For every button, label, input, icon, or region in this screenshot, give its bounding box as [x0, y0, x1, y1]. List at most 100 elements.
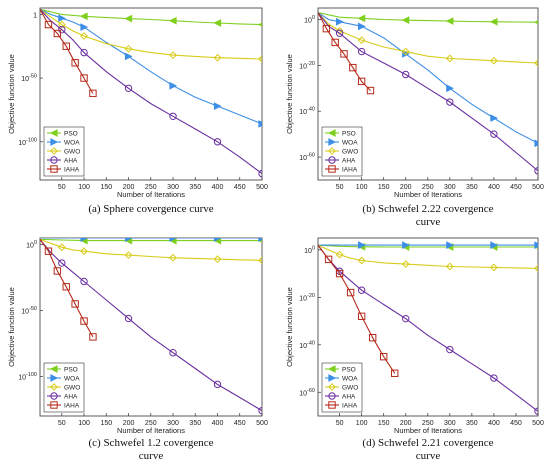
- x-tick-label: 200: [123, 420, 135, 427]
- x-tick-label: 450: [510, 184, 522, 191]
- data-point-woa: [358, 22, 366, 31]
- x-tick-label: 400: [212, 420, 224, 427]
- data-point-aha: [258, 407, 262, 415]
- legend-marker: [328, 156, 336, 164]
- x-tick-label: 450: [510, 420, 522, 427]
- legend-label: PSO: [64, 366, 78, 373]
- x-tick-label: 250: [145, 184, 157, 191]
- y-tick-label: 10-20: [299, 293, 315, 303]
- data-point-iaha: [44, 20, 53, 29]
- x-tick-label: 300: [444, 184, 456, 191]
- chart-panel-d: 50 100 150 200 250 300 350 400 450 500 100 10-20 10-…: [285, 237, 544, 462]
- data-point-gwo: [335, 27, 344, 35]
- legend-label: AHA: [342, 157, 356, 164]
- data-point-woa: [490, 114, 499, 122]
- data-point-pso: [124, 14, 133, 23]
- series-gwo: [318, 12, 538, 67]
- data-point-pso: [257, 22, 262, 27]
- legend-marker: [49, 365, 58, 373]
- series-iaha: [318, 244, 399, 377]
- data-point-iaha: [62, 283, 70, 291]
- data-point-woa: [446, 84, 454, 93]
- y-tick-label: 10-100: [18, 137, 37, 147]
- series-woa: [318, 12, 538, 148]
- x-tick-label: 50: [336, 184, 344, 191]
- data-point-aha: [213, 138, 222, 146]
- data-point-gwo: [57, 243, 66, 252]
- y-tick-label: 10-20: [299, 61, 315, 71]
- data-point-pso: [79, 12, 88, 21]
- x-tick-label: 200: [123, 184, 135, 191]
- data-point-iaha: [80, 317, 88, 325]
- x-tick-label: 500: [532, 184, 544, 191]
- data-point-aha: [124, 314, 133, 323]
- data-point-gwo: [258, 55, 262, 63]
- series-line-pso: [40, 8, 262, 26]
- series-line-pso: [318, 12, 538, 23]
- data-point-woa: [258, 120, 262, 128]
- legend-label: PSO: [64, 130, 78, 137]
- data-point-iaha: [379, 352, 388, 361]
- x-axis-label: Number of Iterations: [117, 190, 185, 199]
- data-point-iaha: [357, 77, 366, 86]
- legend: PSO WOA GWO AHA IAHA: [321, 126, 363, 177]
- data-point-pso: [533, 20, 538, 25]
- series-aha: [40, 8, 262, 178]
- data-point-gwo: [445, 54, 454, 63]
- legend-marker: [327, 129, 336, 137]
- x-tick-label: 400: [488, 420, 500, 427]
- data-point-woa: [402, 241, 410, 249]
- legend-marker: [50, 156, 58, 164]
- y-tick-label: 10-50: [21, 306, 37, 316]
- y-axis-label: Objective function value: [285, 287, 294, 367]
- data-point-iaha: [53, 267, 62, 275]
- series-woa: [40, 238, 262, 242]
- data-point-gwo: [490, 263, 498, 272]
- x-tick-label: 350: [189, 184, 201, 191]
- data-point-woa: [490, 241, 499, 249]
- x-tick-label: 50: [336, 420, 344, 427]
- x-tick-label: 300: [167, 420, 179, 427]
- legend-label: PSO: [342, 366, 356, 373]
- legend-marker: [328, 138, 337, 146]
- data-point-woa: [169, 81, 178, 90]
- x-tick-label: 250: [422, 420, 434, 427]
- series-line-aha: [318, 12, 538, 172]
- legend-marker: [49, 129, 58, 137]
- data-point-woa: [358, 241, 366, 249]
- legend-label: GWO: [342, 384, 358, 391]
- legend-marker: [328, 374, 337, 382]
- data-point-iaha: [80, 74, 88, 82]
- x-axis-label: Number of Iterations: [394, 190, 462, 199]
- legend-label: IAHA: [342, 402, 358, 409]
- legend-marker: [328, 147, 336, 155]
- series-pso: [318, 12, 538, 26]
- chart-caption: curve: [139, 450, 164, 462]
- data-point-aha: [402, 70, 410, 79]
- data-point-iaha: [349, 63, 357, 72]
- data-point-aha: [402, 314, 410, 323]
- data-point-aha: [534, 167, 538, 175]
- x-tick-label: 500: [256, 184, 268, 191]
- y-tick-label: 100: [304, 15, 315, 25]
- data-point-woa: [446, 241, 454, 249]
- data-point-aha: [213, 380, 222, 389]
- series-line-aha: [40, 8, 262, 175]
- chart-caption: (a) Sphere covergence curve: [88, 203, 213, 215]
- series-aha: [40, 238, 262, 415]
- legend-label: AHA: [64, 393, 78, 400]
- series-gwo: [40, 8, 262, 63]
- legend-marker: [328, 392, 336, 400]
- x-axis-label: Number of Iterations: [394, 426, 462, 435]
- data-point-gwo: [80, 247, 88, 256]
- data-point-iaha: [89, 89, 97, 98]
- data-point-gwo: [357, 36, 366, 45]
- data-point-iaha: [368, 333, 377, 342]
- legend-label: IAHA: [342, 166, 358, 173]
- chart-caption: (b) Schwefel 2.22 covergence: [362, 203, 493, 215]
- data-point-iaha: [335, 269, 344, 278]
- series-aha: [318, 12, 538, 175]
- data-point-woa: [80, 23, 89, 31]
- x-tick-label: 50: [58, 184, 66, 191]
- x-tick-label: 350: [466, 420, 478, 427]
